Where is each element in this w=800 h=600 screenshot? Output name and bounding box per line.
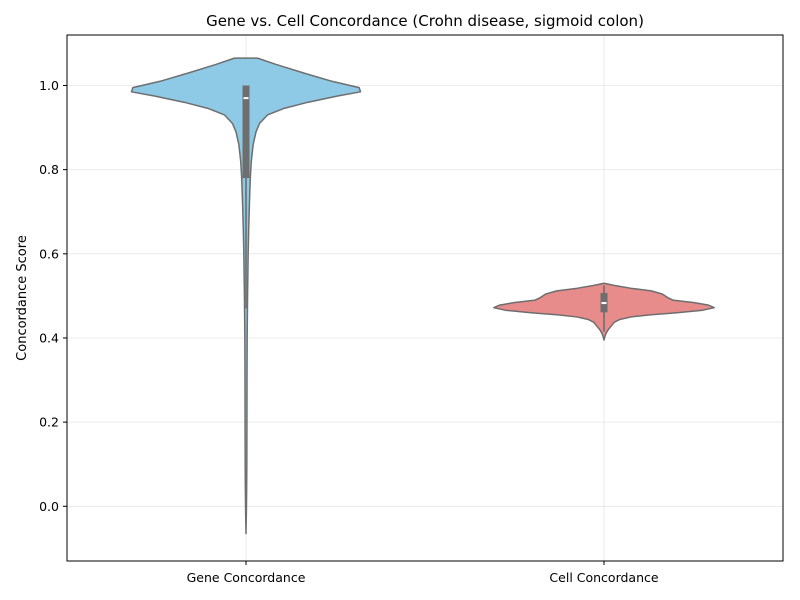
y-tick-label: 0.2 [39,415,59,430]
violin-median-mark [601,302,607,305]
violin-layer [130,57,716,535]
x-tick-label: Gene Concordance [187,570,306,585]
y-tick-label: 0.4 [39,330,59,345]
plot-frame [66,34,784,562]
chart-title: Gene vs. Cell Concordance (Crohn disease… [206,12,644,30]
y-axis-title: Concordance Score [15,235,30,361]
x-tick-label: Cell Concordance [549,570,658,585]
violin-iqr-box [242,85,250,179]
y-tick-label: 0.6 [39,246,59,261]
violin-median-mark [243,97,249,100]
y-tick-label: 0.8 [39,162,59,177]
grid-layer [67,35,783,561]
y-tick-label: 1.0 [39,78,59,93]
axis-layer: 0.0 0.2 0.4 0.6 0.8 1.0 Gene Concordance Cell C… [39,78,659,585]
y-tick-label: 0.0 [39,499,59,514]
